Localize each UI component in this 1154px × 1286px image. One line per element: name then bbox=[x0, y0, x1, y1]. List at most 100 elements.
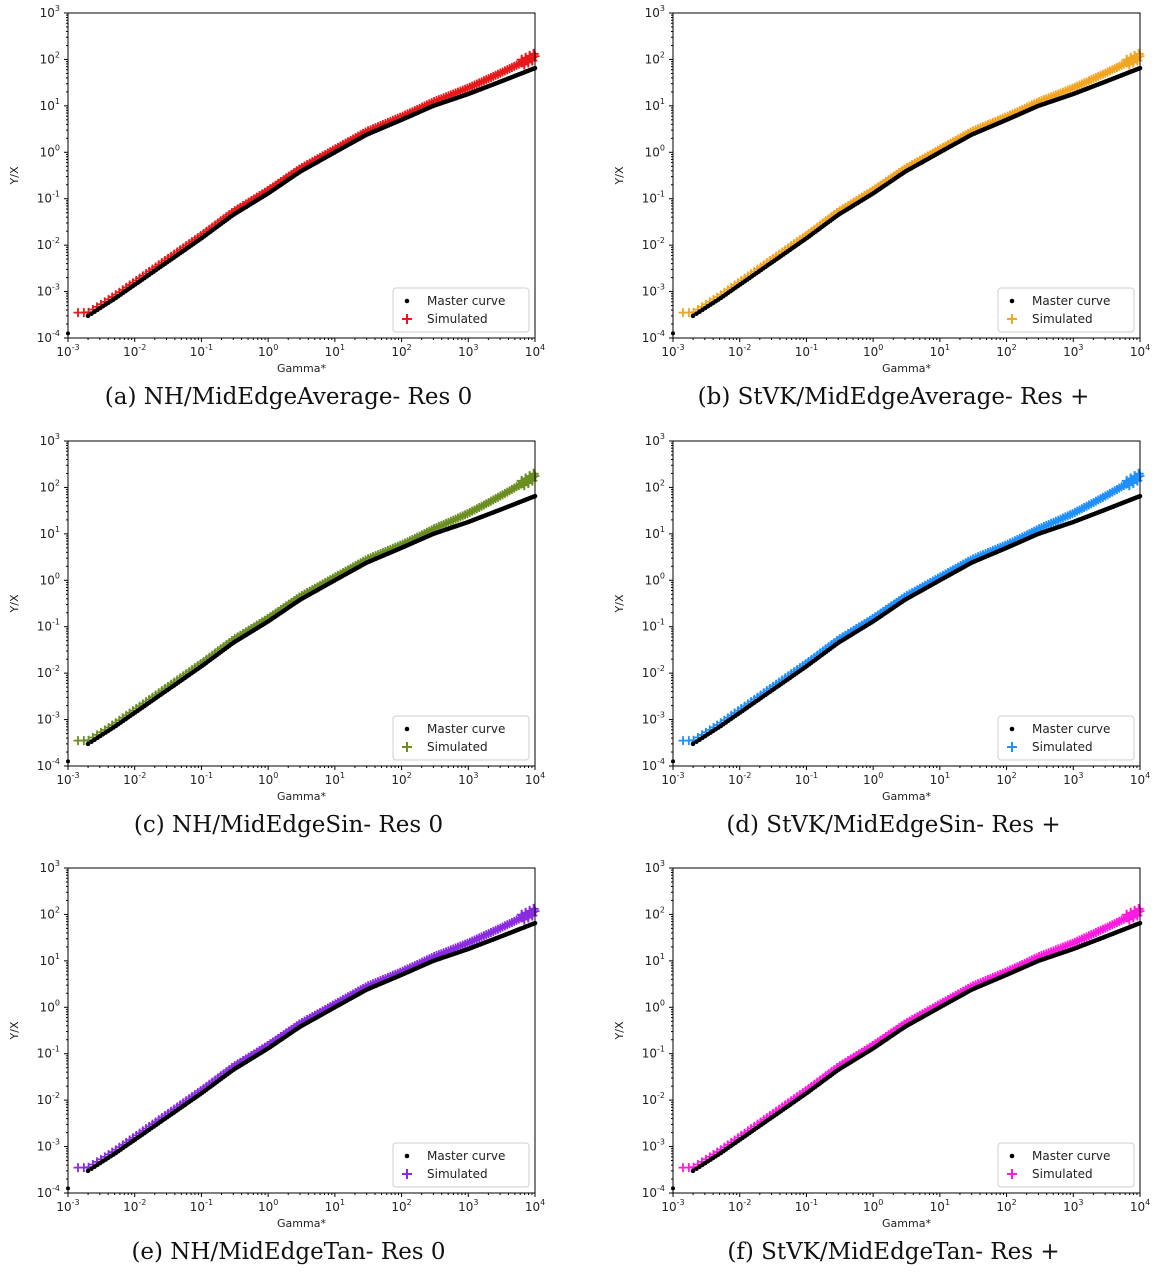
x-tick-label: 101 bbox=[325, 1198, 345, 1214]
x-tick-label: 103 bbox=[1063, 1198, 1083, 1214]
y-tick-label: 10-3 bbox=[642, 283, 665, 299]
y-tick-label: 102 bbox=[40, 905, 60, 921]
x-tick-label: 102 bbox=[391, 1198, 411, 1214]
simulated-point bbox=[1133, 48, 1144, 59]
x-tick-label: 10-1 bbox=[190, 343, 213, 359]
simulated-point bbox=[1132, 55, 1143, 66]
y-tick-label: 10-4 bbox=[37, 1184, 60, 1200]
y-tick-label: 10-3 bbox=[37, 711, 60, 727]
legend-simulated-marker bbox=[402, 742, 412, 752]
figure-caption: (b) StVK/MidEdgeAverage- Res + bbox=[697, 384, 1090, 410]
x-tick-label: 10-2 bbox=[123, 771, 146, 787]
x-tick-label: 100 bbox=[863, 343, 883, 359]
master-curve-series bbox=[66, 65, 538, 336]
legend-master-marker bbox=[1009, 726, 1015, 732]
x-tick-label: 10-1 bbox=[795, 771, 818, 787]
y-tick-label: 10-3 bbox=[37, 1138, 60, 1154]
simulated-point bbox=[1132, 910, 1143, 921]
x-tick-label: 100 bbox=[863, 771, 883, 787]
legend-simulated-label: Simulated bbox=[1032, 1167, 1093, 1181]
y-axis-label: Y/X bbox=[613, 594, 626, 613]
simulated-point bbox=[528, 903, 539, 914]
chart-panel-e: 10-3 10-2 10-1 100 101 102 103 104 10-4 10-3 10-2 1… bbox=[0, 855, 577, 1283]
y-tick-label: 100 bbox=[645, 143, 665, 159]
chart-panel-c: 10-3 10-2 10-1 100 101 102 103 104 10-4 10-3 10-2 1… bbox=[0, 428, 577, 856]
y-tick-label: 10-2 bbox=[37, 664, 60, 680]
x-tick-label: 100 bbox=[258, 1198, 278, 1214]
y-tick-label: 10-2 bbox=[37, 1091, 60, 1107]
x-tick-label: 101 bbox=[930, 1198, 950, 1214]
x-axis-label: Gamma* bbox=[882, 362, 931, 375]
x-tick-label: 100 bbox=[258, 771, 278, 787]
plot-frame bbox=[672, 12, 1141, 339]
y-axis-label: Y/X bbox=[613, 1021, 626, 1040]
x-tick-label: 103 bbox=[458, 771, 478, 787]
y-tick-label: 10-3 bbox=[642, 1138, 665, 1154]
x-tick-label: 102 bbox=[996, 1198, 1016, 1214]
y-tick-label: 10-3 bbox=[37, 283, 60, 299]
x-tick-label: 10-3 bbox=[56, 771, 79, 787]
chart-svg-e: 10-3 10-2 10-1 100 101 102 103 10410-410-310-21… bbox=[8, 859, 545, 1230]
chart-panel-d: 10-3 10-2 10-1 100 101 102 103 104 10-4 10-3 10-2 1… bbox=[605, 428, 1154, 856]
master-curve-point bbox=[690, 741, 696, 747]
simulated-series bbox=[73, 903, 540, 1173]
simulated-series bbox=[678, 468, 1145, 746]
y-axis-label: Y/X bbox=[613, 166, 626, 185]
y-tick-label: 10-1 bbox=[642, 190, 665, 206]
x-axis-label: Gamma* bbox=[277, 1217, 326, 1230]
plot-frame bbox=[672, 867, 1141, 1194]
legend-master-label: Master curve bbox=[1032, 722, 1110, 736]
y-tick-label: 102 bbox=[645, 478, 665, 494]
legend: Master curve Simulated bbox=[997, 715, 1135, 761]
simulated-series bbox=[73, 468, 540, 746]
legend: Master curve Simulated bbox=[392, 715, 530, 761]
simulated-point bbox=[527, 910, 538, 921]
master-curve-series bbox=[671, 920, 1143, 1191]
x-tick-label: 104 bbox=[1130, 343, 1150, 359]
y-tick-label: 103 bbox=[40, 4, 60, 20]
simulated-point bbox=[1132, 475, 1143, 486]
y-tick-label: 10-4 bbox=[642, 1184, 665, 1200]
x-axis-label: Gamma* bbox=[277, 362, 326, 375]
x-tick-label: 101 bbox=[325, 771, 345, 787]
legend-master-label: Master curve bbox=[427, 294, 505, 308]
x-tick-label: 104 bbox=[525, 343, 545, 359]
legend-simulated-label: Simulated bbox=[427, 1167, 488, 1181]
y-tick-label: 103 bbox=[645, 4, 665, 20]
simulated-point bbox=[527, 55, 538, 66]
y-tick-label: 101 bbox=[40, 97, 60, 113]
chart-panel-a: 10-3 10-2 10-1 100 101 102 103 104 10-4 10-3 10-2 1… bbox=[0, 0, 577, 428]
x-tick-label: 10-2 bbox=[123, 343, 146, 359]
y-tick-label: 10-2 bbox=[642, 236, 665, 252]
y-tick-label: 100 bbox=[645, 571, 665, 587]
y-tick-label: 101 bbox=[40, 952, 60, 968]
legend: Master curve Simulated bbox=[997, 287, 1135, 333]
y-tick-label: 10-2 bbox=[642, 664, 665, 680]
master-curve-point bbox=[690, 313, 696, 319]
legend-simulated-label: Simulated bbox=[1032, 740, 1093, 754]
y-axis-label: Y/X bbox=[8, 1021, 21, 1040]
x-tick-label: 10-1 bbox=[795, 343, 818, 359]
y-tick-label: 103 bbox=[40, 859, 60, 875]
y-tick-label: 10-2 bbox=[37, 236, 60, 252]
x-tick-label: 102 bbox=[996, 771, 1016, 787]
legend-master-marker bbox=[404, 1153, 410, 1159]
figure-caption: (a) NH/MidEdgeAverage- Res 0 bbox=[104, 384, 473, 410]
y-tick-label: 10-1 bbox=[37, 190, 60, 206]
legend-master-marker bbox=[404, 726, 410, 732]
x-tick-label: 101 bbox=[325, 343, 345, 359]
x-tick-label: 10-1 bbox=[190, 771, 213, 787]
legend: Master curve Simulated bbox=[997, 1142, 1135, 1188]
x-tick-label: 102 bbox=[996, 343, 1016, 359]
chart-svg-b: 10-3 10-2 10-1 100 101 102 103 10410-410-310-21… bbox=[613, 4, 1150, 375]
plot-frame bbox=[672, 440, 1141, 767]
y-tick-label: 103 bbox=[645, 859, 665, 875]
y-tick-label: 101 bbox=[40, 525, 60, 541]
x-tick-label: 100 bbox=[258, 343, 278, 359]
legend-simulated-marker bbox=[1007, 314, 1017, 324]
x-tick-label: 10-2 bbox=[123, 1198, 146, 1214]
x-axis-label: Gamma* bbox=[277, 790, 326, 803]
legend-simulated-marker bbox=[402, 314, 412, 324]
x-tick-label: 10-1 bbox=[190, 1198, 213, 1214]
chart-panel-f: 10-3 10-2 10-1 100 101 102 103 104 10-4 10-3 10-2 1… bbox=[605, 855, 1154, 1283]
